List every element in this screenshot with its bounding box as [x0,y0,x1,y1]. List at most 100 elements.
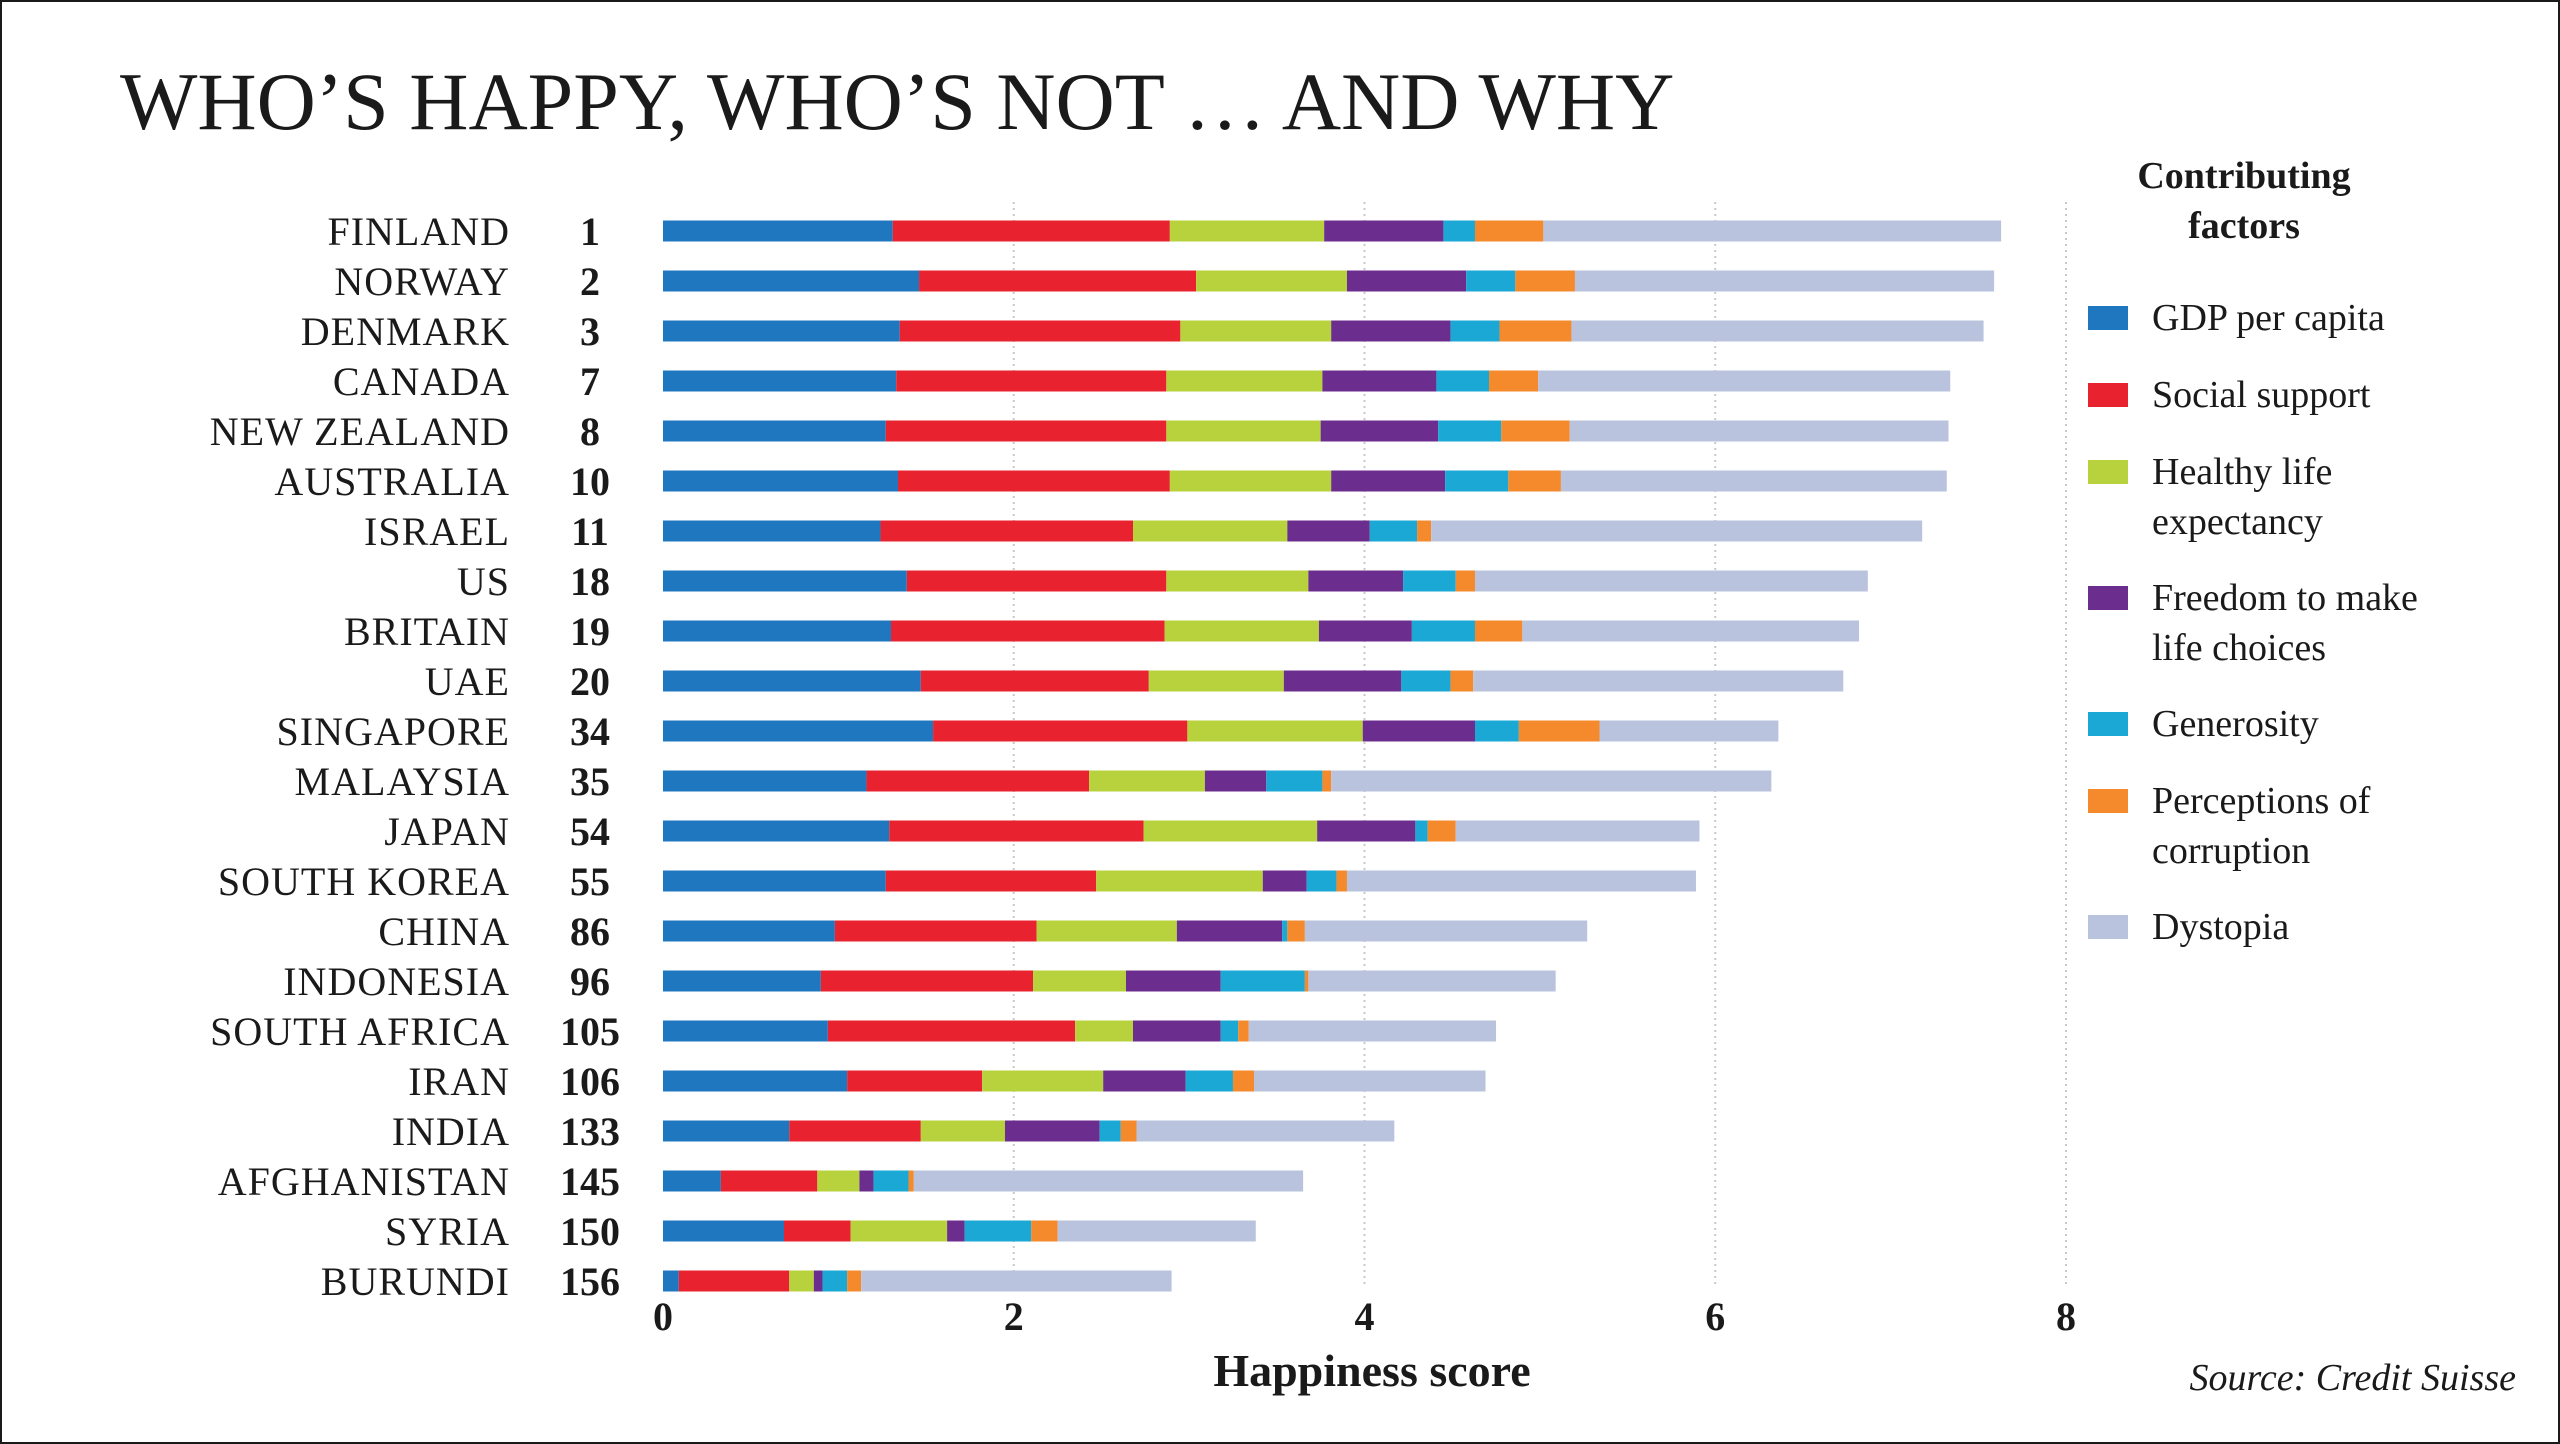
bar-segment-uae-freedom-to-make-life-choices [1283,670,1402,692]
country-label-singapore: SINGAPORE [277,709,510,754]
bar-segment-burundi-gdp-per-capita [663,1270,679,1292]
bar-segment-canada-dystopia [1538,370,1951,392]
bar-segment-iran-generosity [1185,1070,1233,1092]
bar-segment-malaysia-perceptions-of-corruption [1322,770,1332,792]
legend-swatch-generosity [2088,712,2128,736]
bar-segment-malaysia-dystopia [1331,770,1772,792]
bar-segment-britain-freedom-to-make-life-choices [1318,620,1412,642]
bar-syria [663,1220,1256,1242]
country-label-denmark: DENMARK [301,309,510,354]
bar-segment-syria-freedom-to-make-life-choices [947,1220,965,1242]
bar-new-zealand [663,420,1949,442]
country-label-britain: BRITAIN [344,609,510,654]
rank-label-us: 18 [570,559,610,604]
bar-segment-norway-healthy-life-expectancy [1196,270,1347,292]
bar-segment-new-zealand-gdp-per-capita [663,420,886,442]
bar-segment-china-generosity [1282,920,1288,942]
bar-segment-south-korea-generosity [1306,870,1337,892]
bar-segment-south-africa-gdp-per-capita [663,1020,828,1042]
bar-segment-us-freedom-to-make-life-choices [1308,570,1404,592]
bar-segment-britain-generosity [1411,620,1475,642]
legend-swatch-healthy-life-expectancy [2088,460,2128,484]
bar-segment-afghanistan-freedom-to-make-life-choices [859,1170,874,1192]
bar-segment-syria-gdp-per-capita [663,1220,785,1242]
bar-segment-burundi-perceptions-of-corruption [847,1270,862,1292]
bar-segment-singapore-perceptions-of-corruption [1518,720,1600,742]
bar-segment-australia-gdp-per-capita [663,470,899,492]
country-label-us: US [457,559,510,604]
legend-swatch-gdp-per-capita [2088,306,2128,330]
bar-segment-australia-healthy-life-expectancy [1169,470,1332,492]
legend-swatch-social-support [2088,383,2128,407]
legend-label-generosity: Generosity [2152,703,2319,745]
bar-segment-new-zealand-generosity [1438,420,1502,442]
rank-label-norway: 2 [580,259,600,304]
legend-item-gdp-per-capita: GDP per capita [2088,297,2385,339]
bar-segment-singapore-gdp-per-capita [663,720,934,742]
bar-south-africa [663,1020,1497,1042]
bar-segment-japan-perceptions-of-corruption [1427,820,1456,842]
bar-britain [663,620,1860,642]
rank-label-singapore: 34 [570,709,610,754]
bar-segment-finland-dystopia [1543,220,2002,242]
bar-segment-japan-social-support [889,820,1144,842]
country-label-south-africa: SOUTH AFRICA [210,1009,510,1054]
country-label-japan: JAPAN [384,809,510,854]
bar-indonesia [663,970,1556,992]
bar-segment-us-generosity [1403,570,1456,592]
x-tick-4: 4 [1355,1294,1375,1339]
bar-segment-denmark-gdp-per-capita [663,320,900,342]
bar-segment-canada-freedom-to-make-life-choices [1322,370,1437,392]
country-label-south-korea: SOUTH KOREA [218,859,510,904]
legend-label-freedom-to-make-life-choices: Freedom to make life choices [2152,577,2418,669]
bar-segment-britain-healthy-life-expectancy [1164,620,1319,642]
x-tick-0: 0 [653,1294,673,1339]
legend-item-social-support: Social support [2088,374,2371,416]
bar-segment-malaysia-gdp-per-capita [663,770,867,792]
rank-label-afghanistan: 145 [560,1159,620,1204]
bar-segment-britain-perceptions-of-corruption [1474,620,1523,642]
rank-label-japan: 54 [570,809,610,854]
bar-segment-south-korea-healthy-life-expectancy [1096,870,1263,892]
bar-segment-us-social-support [906,570,1167,592]
bar-segment-israel-dystopia [1431,520,1923,542]
bar-japan [663,820,1700,842]
rank-label-south-africa: 105 [560,1009,620,1054]
bar-segment-finland-perceptions-of-corruption [1474,220,1544,242]
bar-segment-china-perceptions-of-corruption [1287,920,1305,942]
legend-item-dystopia: Dystopia [2088,906,2289,948]
bar-segment-singapore-generosity [1474,720,1519,742]
bar-segment-malaysia-generosity [1266,770,1323,792]
bar-segment-india-gdp-per-capita [663,1120,790,1142]
country-label-afghanistan: AFGHANISTAN [218,1159,510,1204]
rank-label-finland: 1 [580,209,600,254]
bar-us [663,570,1868,592]
bar-burundi [663,1270,1172,1292]
bar-segment-israel-gdp-per-capita [663,520,881,542]
bar-finland [663,220,2002,242]
bar-segment-south-korea-gdp-per-capita [663,870,886,892]
bar-segment-singapore-social-support [933,720,1188,742]
bar-segment-syria-dystopia [1057,1220,1256,1242]
bar-segment-india-social-support [789,1120,921,1142]
country-label-uae: UAE [425,659,510,704]
bar-segment-india-dystopia [1136,1120,1395,1142]
bar-segment-south-africa-freedom-to-make-life-choices [1133,1020,1221,1042]
bar-segment-syria-healthy-life-expectancy [850,1220,948,1242]
legend-swatch-dystopia [2088,915,2128,939]
bar-segment-south-africa-perceptions-of-corruption [1238,1020,1249,1042]
bar-segment-denmark-generosity [1450,320,1500,342]
legend-item-freedom-to-make-life-choices: Freedom to make life choices [2088,577,2418,669]
bar-segment-uae-dystopia [1473,670,1844,692]
bar-segment-australia-freedom-to-make-life-choices [1331,470,1446,492]
bar-segment-india-freedom-to-make-life-choices [1004,1120,1100,1142]
bar-segment-canada-gdp-per-capita [663,370,897,392]
chart-title: WHO’S HAPPY, WHO’S NOT … AND WHY [120,56,1674,147]
bar-segment-iran-freedom-to-make-life-choices [1103,1070,1186,1092]
bar-segment-new-zealand-healthy-life-expectancy [1166,420,1321,442]
bar-segment-singapore-healthy-life-expectancy [1187,720,1363,742]
bar-segment-britain-social-support [890,620,1165,642]
bar-segment-malaysia-social-support [866,770,1090,792]
bar-segment-indonesia-healthy-life-expectancy [1033,970,1126,992]
